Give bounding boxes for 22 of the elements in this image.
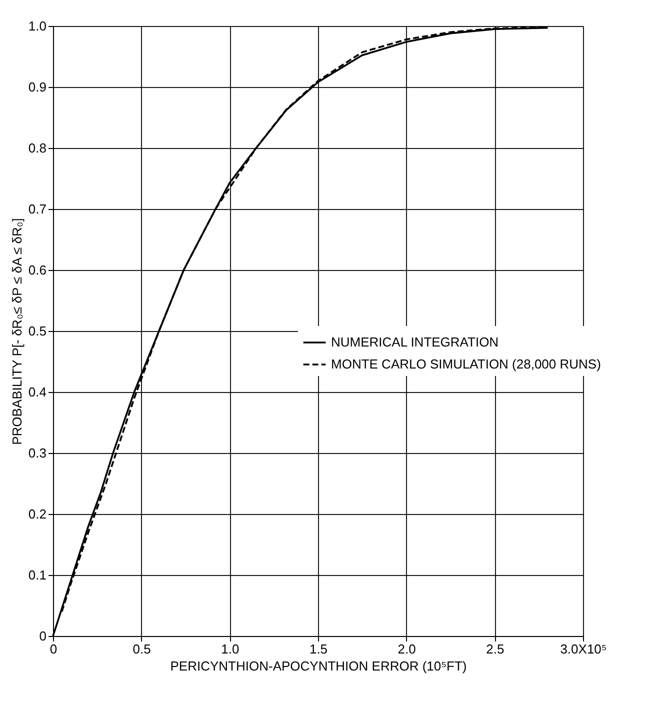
x-tick-label: 3.0X10⁵ [560, 642, 607, 656]
y-tick-label: 0 [39, 628, 46, 644]
y-tick-label: 0.4 [28, 384, 46, 400]
y-tick-label: 0.2 [28, 506, 46, 522]
y-tick-label: 0.5 [28, 324, 46, 338]
x-tick-label: 0.5 [132, 642, 151, 656]
y-tick-label: 0.3 [28, 446, 46, 460]
y-tick-label: 0.1 [28, 568, 46, 582]
x-tick-label: 2.5 [486, 642, 504, 656]
legend-label: MONTE CARLO SIMULATION (28,000 RUNS) [331, 356, 601, 372]
y-tick-label: 0.6 [28, 262, 46, 278]
y-tick-label: 0.8 [28, 140, 46, 156]
x-axis-title: PERICYNTHION-APOCYNTHION ERROR (10⁵FT) [170, 658, 467, 674]
y-tick-label: 0.9 [28, 80, 46, 94]
legend-label: NUMERICAL INTEGRATION [331, 334, 499, 350]
x-tick-label: 1.5 [309, 642, 328, 656]
x-tick-label: 1.0 [221, 642, 240, 656]
y-tick-label: 1.0 [28, 18, 46, 34]
y-axis-title: PROBABILITY P[- δR₀≤ δP ≤ δA ≤ δR₀] [9, 218, 24, 445]
x-tick-label: 0 [50, 642, 58, 656]
y-tick-label: 0.7 [28, 202, 46, 216]
x-tick-label: 2.0 [398, 642, 416, 656]
